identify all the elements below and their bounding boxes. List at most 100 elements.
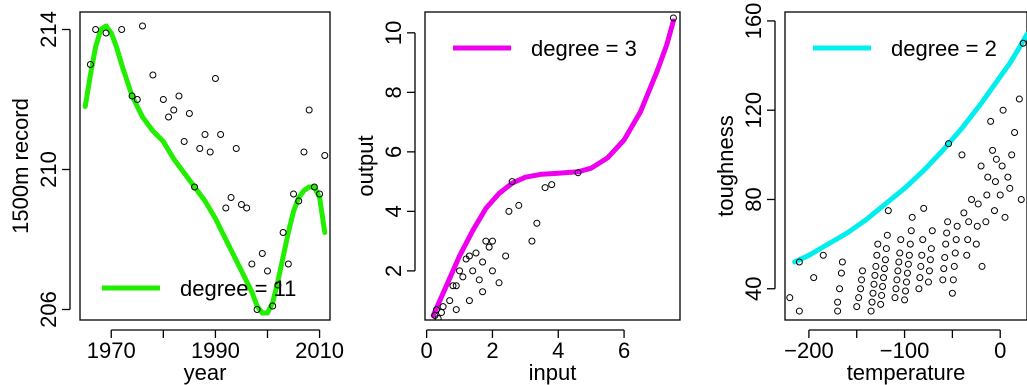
data-point [951,249,959,257]
data-point [237,201,245,208]
data-point [437,309,445,317]
data-point [918,251,926,259]
data-point [958,151,966,159]
y-tick-label: 214 [36,11,61,48]
data-point [305,106,313,114]
data-point [989,146,997,154]
data-point [965,218,973,226]
data-point [892,285,900,293]
data-point [984,173,992,181]
data-point [925,267,933,275]
data-point [786,294,794,302]
data-point [92,26,100,33]
legend: degree = 2 [813,36,997,61]
data-point [855,294,863,302]
data-point [907,227,915,235]
data-point [541,184,549,192]
data-point [479,288,487,296]
data-point [949,276,957,284]
y-tick-label: 10 [381,21,406,45]
data-point [945,140,953,148]
data-point [973,222,981,230]
data-point [927,245,935,253]
data-point [853,303,861,311]
data-point [983,191,991,199]
data-point [502,252,510,260]
fit-curve [430,18,676,318]
data-point [274,281,282,289]
data-point [896,249,904,257]
data-point [999,106,1007,114]
data-point [196,145,204,152]
plot-panel-1: 1970 1990 2010 year 206 210 214 1500m record deg… [8,11,344,385]
y-tick-label: 40 [741,277,766,301]
x-axis-title: input [529,360,577,385]
data-point [877,300,885,308]
plot-frame [79,11,331,321]
data-point [819,251,827,259]
plot-panel-2: 0 2 4 6 input 2 4 6 8 10 output degree = 3 [353,11,681,385]
data-point [963,251,971,259]
data-point [795,307,803,315]
data-point [972,240,980,248]
data-point [170,106,178,114]
data-point [902,278,910,286]
data-point [905,251,913,259]
data-point [917,262,925,270]
data-point [953,222,961,230]
data-point [882,245,890,253]
plot-frame [424,11,681,321]
data-point [950,262,958,270]
data-point [465,252,473,260]
data-point [206,148,214,156]
x-tick-label: 0 [994,338,1006,363]
x-tick-label: 2010 [295,338,344,363]
data-point [253,306,261,313]
data-point [939,276,947,284]
y-tick-label: 2 [381,265,406,277]
data-point [102,29,110,37]
data-point [974,200,982,208]
legend: degree = 3 [453,36,637,61]
data-point [469,267,477,275]
data-point [834,298,842,306]
data-point [1001,213,1009,221]
data-point [977,162,985,170]
data-point [838,258,846,266]
data-point [834,307,842,315]
y-tick-label: 206 [36,291,61,328]
data-point [133,96,141,103]
data-point [891,294,899,302]
data-point [978,262,986,270]
data-point [548,181,556,189]
data-point [434,315,442,320]
data-point [269,302,277,310]
data-point [533,219,541,227]
data-point [982,218,990,226]
data-point [159,96,167,103]
data-point [669,14,677,22]
data-point [883,231,891,239]
data-point [964,236,972,244]
data-point [968,195,976,203]
data-point [897,236,905,244]
data-point [452,282,460,290]
data-point [904,260,912,268]
data-point [479,258,487,266]
data-point [482,237,490,245]
data-point [232,145,240,152]
data-point [495,279,503,287]
data-point [86,61,94,68]
x-tick-label: −200 [784,338,834,363]
y-axis-title: toughness [713,115,738,217]
data-point [279,229,287,236]
data-point [248,260,256,268]
data-point [987,117,995,125]
y-tick-label: 4 [381,205,406,217]
data-point [1006,184,1014,192]
data-point [149,71,157,79]
data-point [439,303,447,311]
data-point [1019,39,1027,47]
data-point [942,240,950,248]
data-point [139,22,146,30]
